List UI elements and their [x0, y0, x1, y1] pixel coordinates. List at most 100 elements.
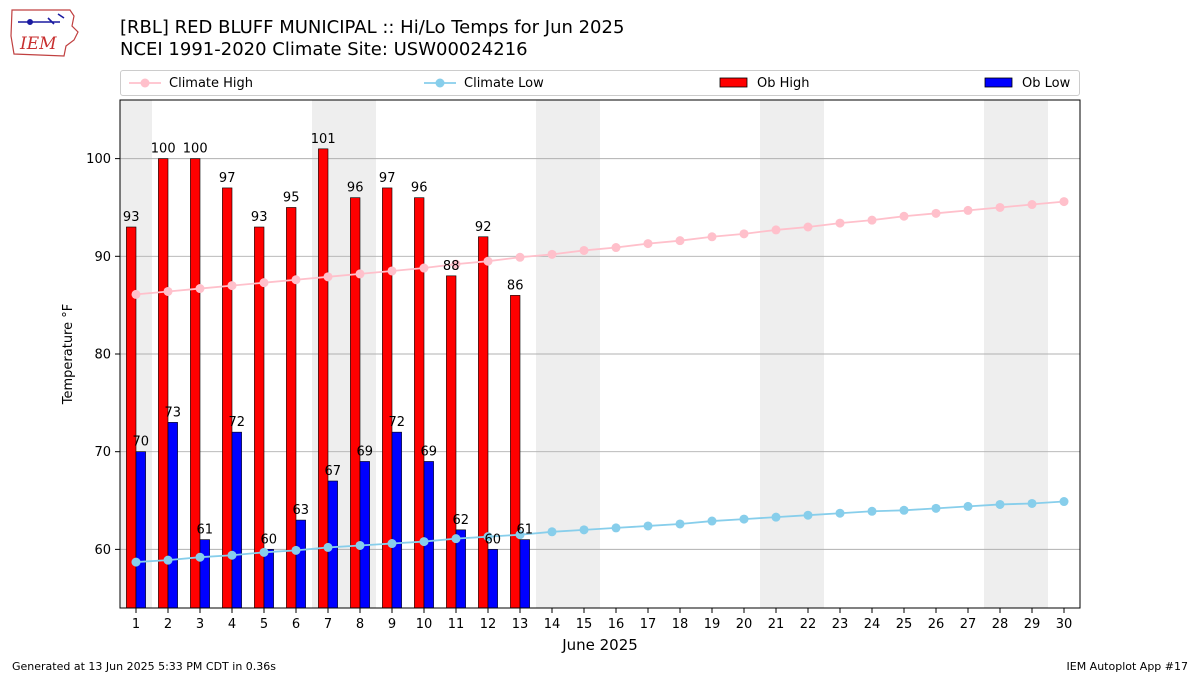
- climate-low-point-day-22: [803, 510, 813, 520]
- ob-high-bar-day-7: [318, 148, 329, 609]
- climate-high-point-day-4: [227, 281, 237, 291]
- climate-low-point-day-17: [643, 521, 653, 531]
- bar-value-labels: 93 100 100 97 93 95 101 96 97 96 88 92 86 70 73 61 72 60 6…: [123, 132, 533, 548]
- climate-high-point-day-11: [451, 259, 461, 269]
- climate-high-point-day-19: [707, 232, 717, 242]
- x-tick-label: 6: [292, 617, 300, 632]
- ob-low-value-label: 61: [517, 523, 534, 538]
- x-tick-label: 12: [480, 617, 497, 632]
- ob-high-bar-day-3: [190, 158, 201, 609]
- climate-low-point-day-13: [515, 530, 525, 540]
- x-tick-label: 13: [512, 617, 529, 632]
- legend-line-swatch-icon: [129, 78, 161, 88]
- x-tick-label: 29: [1024, 617, 1041, 632]
- x-tick-label: 25: [896, 617, 913, 632]
- ob-high-bar-day-13: [510, 295, 521, 609]
- climate-low-point-day-4: [227, 550, 237, 560]
- ob-high-value-label: 96: [411, 181, 428, 196]
- legend-label: Climate Low: [464, 75, 544, 91]
- climate-high-point-day-22: [803, 222, 813, 232]
- y-tick-label: 60: [94, 543, 111, 558]
- climate-high-point-day-1: [131, 289, 141, 299]
- climate-low-point-day-19: [707, 516, 717, 526]
- climate-high-point-day-3: [195, 284, 205, 294]
- climate-low-point-day-1: [131, 557, 141, 567]
- climate-high-point-day-23: [835, 218, 845, 228]
- climate-low-point-day-12: [483, 532, 493, 542]
- x-tick-label: 26: [928, 617, 945, 632]
- ob-low-value-label: 62: [453, 513, 470, 528]
- weather-station-icon: [18, 13, 65, 26]
- ob-low-bar-day-8: [359, 461, 370, 609]
- y-tick-label: 90: [94, 250, 111, 265]
- climate-low-point-day-28: [995, 499, 1005, 509]
- climate-low-point-day-11: [451, 534, 461, 544]
- ob-low-bar-day-4: [231, 431, 242, 609]
- bars: [126, 148, 530, 609]
- climate-high-point-day-21: [771, 225, 781, 235]
- ob-high-value-label: 100: [151, 142, 176, 157]
- legend-label: Climate High: [169, 75, 254, 91]
- x-tick-label: 18: [672, 617, 689, 632]
- climate-high-point-day-10: [419, 263, 429, 273]
- x-tick-label: 1: [132, 617, 140, 632]
- climate-low-point-day-7: [323, 542, 333, 552]
- legend-label: Ob Low: [1022, 75, 1071, 91]
- ob-low-value-label: 69: [421, 444, 438, 459]
- climate-low-point-day-25: [899, 505, 909, 515]
- x-tick-label: 27: [960, 617, 977, 632]
- ob-low-bar-day-12: [487, 549, 498, 609]
- climate-high-point-day-7: [323, 272, 333, 282]
- legend-label: Ob High: [757, 75, 810, 91]
- legend-bar-swatch-icon: [719, 77, 748, 88]
- climate-low-point-day-20: [739, 514, 749, 524]
- ob-high-value-label: 93: [251, 210, 268, 225]
- climate-low-point-day-2: [163, 555, 173, 565]
- x-tick-label: 28: [992, 617, 1009, 632]
- ob-high-bar-day-11: [446, 275, 457, 609]
- climate-low-point-day-29: [1027, 498, 1037, 508]
- climate-high-point-day-18: [675, 236, 685, 246]
- x-tick-label: 16: [608, 617, 625, 632]
- climate-high-point-day-13: [515, 252, 525, 262]
- climate-high-point-day-15: [579, 245, 589, 255]
- ob-high-value-label: 96: [347, 181, 364, 196]
- ob-low-value-label: 69: [357, 444, 374, 459]
- x-tick-label: 21: [768, 617, 785, 632]
- climate-low-point-day-24: [867, 506, 877, 516]
- ob-low-value-label: 72: [229, 415, 246, 430]
- climate-lines: [131, 197, 1069, 567]
- legend-item-climate-high: Climate High: [129, 71, 253, 95]
- x-tick-label: 3: [196, 617, 204, 632]
- climate-high-point-day-28: [995, 202, 1005, 212]
- x-tick-label: 15: [576, 617, 593, 632]
- ob-low-value-label: 60: [261, 532, 278, 547]
- climate-high-point-day-2: [163, 286, 173, 296]
- climate-low-point-day-6: [291, 545, 301, 555]
- x-tick-label: 20: [736, 617, 753, 632]
- ob-low-bar-day-13: [519, 539, 530, 609]
- ob-low-value-label: 63: [293, 503, 310, 518]
- ob-low-value-label: 67: [325, 464, 342, 479]
- climate-low-point-day-9: [387, 539, 397, 549]
- ob-high-value-label: 93: [123, 210, 140, 225]
- legend-bar-swatch-icon: [984, 77, 1013, 88]
- x-tick-label: 22: [800, 617, 817, 632]
- climate-high-point-day-9: [387, 266, 397, 276]
- climate-high-point-day-5: [259, 278, 269, 288]
- ob-low-bar-day-5: [263, 549, 274, 609]
- y-tick-label: 80: [94, 348, 111, 363]
- x-tick-label: 14: [544, 617, 561, 632]
- ob-low-bar-day-10: [423, 461, 434, 609]
- climate-high-point-day-24: [867, 215, 877, 225]
- grid-lines: [120, 158, 1080, 550]
- footer-generated-note: Generated at 13 Jun 2025 5:33 PM CDT in …: [12, 660, 277, 673]
- x-tick-label: 24: [864, 617, 881, 632]
- climate-low-point-day-15: [579, 525, 589, 535]
- ob-high-bar-day-1: [126, 226, 137, 609]
- ob-low-bar-day-2: [167, 422, 178, 609]
- ob-low-value-label: 73: [165, 405, 182, 420]
- ob-high-bar-day-12: [478, 236, 489, 609]
- climate-low-point-day-21: [771, 512, 781, 522]
